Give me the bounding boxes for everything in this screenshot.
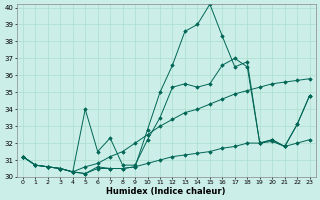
X-axis label: Humidex (Indice chaleur): Humidex (Indice chaleur): [107, 187, 226, 196]
